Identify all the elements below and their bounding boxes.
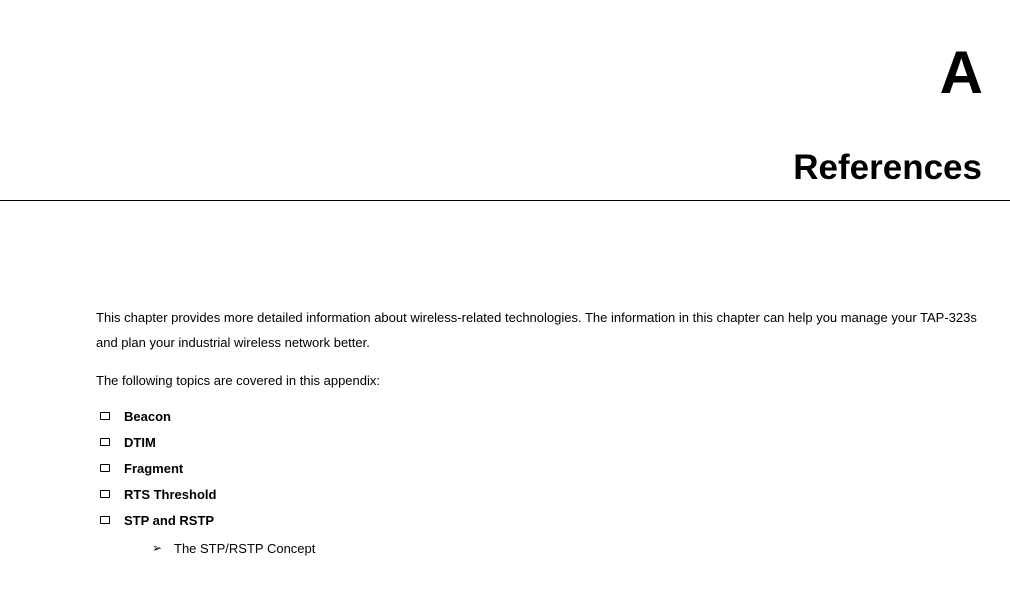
sub-list-item: ➢ The STP/RSTP Concept xyxy=(152,536,982,562)
chapter-letter: A xyxy=(940,38,982,107)
list-item: RTS Threshold xyxy=(96,482,982,508)
list-item: DTIM xyxy=(96,430,982,456)
square-bullet-icon xyxy=(100,464,110,472)
topic-label: RTS Threshold xyxy=(124,487,216,502)
topic-label: Fragment xyxy=(124,461,183,476)
square-bullet-icon xyxy=(100,490,110,498)
list-item: Beacon xyxy=(96,404,982,430)
topic-label: Beacon xyxy=(124,409,171,424)
chevron-icon: ➢ xyxy=(152,536,162,560)
chapter-title: References xyxy=(793,148,982,188)
topic-label: STP and RSTP xyxy=(124,513,214,528)
topic-label: DTIM xyxy=(124,435,156,450)
square-bullet-icon xyxy=(100,438,110,446)
square-bullet-icon xyxy=(100,412,110,420)
square-bullet-icon xyxy=(100,516,110,524)
horizontal-rule xyxy=(0,200,1010,201)
page: A References This chapter provides more … xyxy=(0,0,1010,596)
intro-paragraph: This chapter provides more detailed info… xyxy=(96,306,982,355)
sub-list: ➢ The STP/RSTP Concept xyxy=(124,536,982,562)
lead-paragraph: The following topics are covered in this… xyxy=(96,369,982,394)
body-region: This chapter provides more detailed info… xyxy=(96,306,982,562)
list-item: Fragment xyxy=(96,456,982,482)
topic-list: Beacon DTIM Fragment RTS Threshold STP a… xyxy=(96,404,982,562)
sub-topic-label: The STP/RSTP Concept xyxy=(174,541,315,556)
list-item: STP and RSTP ➢ The STP/RSTP Concept xyxy=(96,508,982,562)
